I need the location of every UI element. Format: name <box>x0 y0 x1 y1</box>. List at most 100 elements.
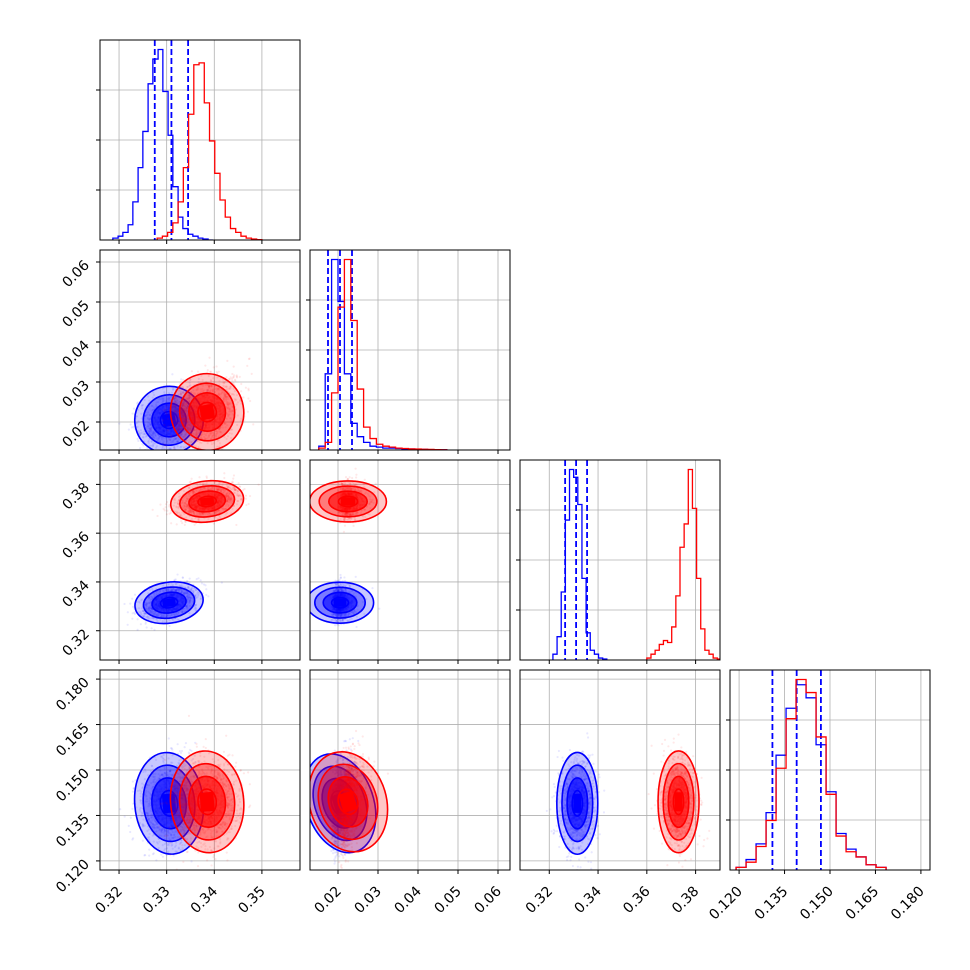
scatter-point <box>163 423 166 427</box>
scatter-point <box>186 401 189 404</box>
scatter-point <box>161 397 164 400</box>
scatter-point <box>186 385 189 389</box>
scatter-point <box>235 376 239 379</box>
density-group <box>123 472 260 631</box>
scatter-point <box>179 428 183 431</box>
scatter-point <box>166 615 169 618</box>
scatter-point <box>180 392 183 395</box>
scatter-point <box>211 390 215 393</box>
scatter-point <box>227 403 230 407</box>
scatter-point <box>236 423 239 427</box>
panel-frame <box>99 249 301 451</box>
scatter-point <box>188 427 191 430</box>
scatter-point <box>182 407 185 410</box>
scatter-point <box>204 584 207 587</box>
scatter-point <box>224 385 227 389</box>
scatter-point <box>197 436 200 439</box>
scatter-point <box>177 438 180 441</box>
histogram-group <box>112 40 263 240</box>
scatter-point <box>185 406 188 409</box>
scatter-point <box>212 388 215 391</box>
scatter-point <box>231 405 234 408</box>
scatter-point <box>229 385 232 388</box>
scatter-point <box>218 393 221 397</box>
scatter-point <box>184 411 188 414</box>
scatter-point <box>223 422 226 425</box>
scatter-point <box>147 617 151 620</box>
scatter-point <box>189 424 192 427</box>
scatter-point <box>195 388 198 392</box>
scatter-point <box>223 395 226 398</box>
scatter-point <box>189 395 192 398</box>
scatter-point <box>151 508 154 511</box>
scatter-point <box>181 417 185 420</box>
scatter-point <box>200 441 203 445</box>
scatter-point <box>182 435 185 438</box>
scatter-point <box>147 439 150 442</box>
scatter-point <box>153 433 157 436</box>
scatter-point <box>176 421 179 425</box>
scatter-point <box>240 390 243 393</box>
scatter-point <box>140 612 143 615</box>
scatter-point <box>181 417 184 420</box>
scatter-point <box>142 444 145 447</box>
scatter-point <box>188 428 192 431</box>
scatter-point <box>152 432 155 435</box>
scatter-point <box>218 430 221 433</box>
scatter-point <box>185 409 188 412</box>
scatter-point <box>210 431 213 434</box>
histogram-series-1 <box>156 62 263 240</box>
scatter-point <box>180 413 183 416</box>
scatter-point <box>178 395 182 398</box>
scatter-point <box>199 435 202 438</box>
scatter-point <box>186 426 190 429</box>
scatter-point <box>187 440 190 444</box>
scatter-point <box>225 402 229 406</box>
scatter-point <box>186 385 189 389</box>
scatter-point <box>188 396 192 399</box>
scatter-point <box>168 396 171 399</box>
scatter-point <box>149 422 152 425</box>
scatter-point <box>193 392 196 395</box>
scatter-point <box>148 413 151 416</box>
scatter-point <box>215 430 218 433</box>
scatter-point <box>181 430 184 433</box>
scatter-point <box>173 398 176 401</box>
scatter-point <box>149 417 152 420</box>
scatter-point <box>212 432 216 435</box>
scatter-point <box>201 378 204 382</box>
scatter-point <box>192 432 195 435</box>
scatter-point <box>131 597 134 600</box>
scatter-point <box>157 397 160 400</box>
scatter-point <box>189 480 192 483</box>
scatter-point <box>196 370 200 373</box>
scatter-point <box>181 433 184 436</box>
scatter-point <box>187 397 190 400</box>
scatter-point <box>181 576 185 579</box>
scatter-point <box>186 401 189 405</box>
scatter-point <box>165 413 168 416</box>
scatter-point <box>215 365 218 368</box>
scatter-point <box>211 431 214 434</box>
scatter-point <box>177 426 181 429</box>
scatter-point <box>137 439 140 443</box>
scatter-point <box>224 426 227 429</box>
scatter-point <box>188 396 191 399</box>
scatter-point <box>244 494 248 497</box>
scatter-point <box>148 421 151 425</box>
scatter-point <box>196 388 199 391</box>
scatter-point <box>235 523 238 527</box>
scatter-point <box>136 628 139 631</box>
contour-group-1 <box>169 372 245 450</box>
scatter-point <box>203 437 207 440</box>
scatter-point <box>196 432 199 436</box>
scatter-point <box>174 437 178 440</box>
scatter-point <box>232 474 236 477</box>
scatter-point <box>186 417 189 420</box>
scatter-point <box>232 477 235 480</box>
scatter-point <box>220 431 223 434</box>
scatter-point <box>180 404 183 407</box>
scatter-point <box>190 429 194 433</box>
scatter-point <box>228 408 231 411</box>
scatter-point <box>180 405 184 408</box>
